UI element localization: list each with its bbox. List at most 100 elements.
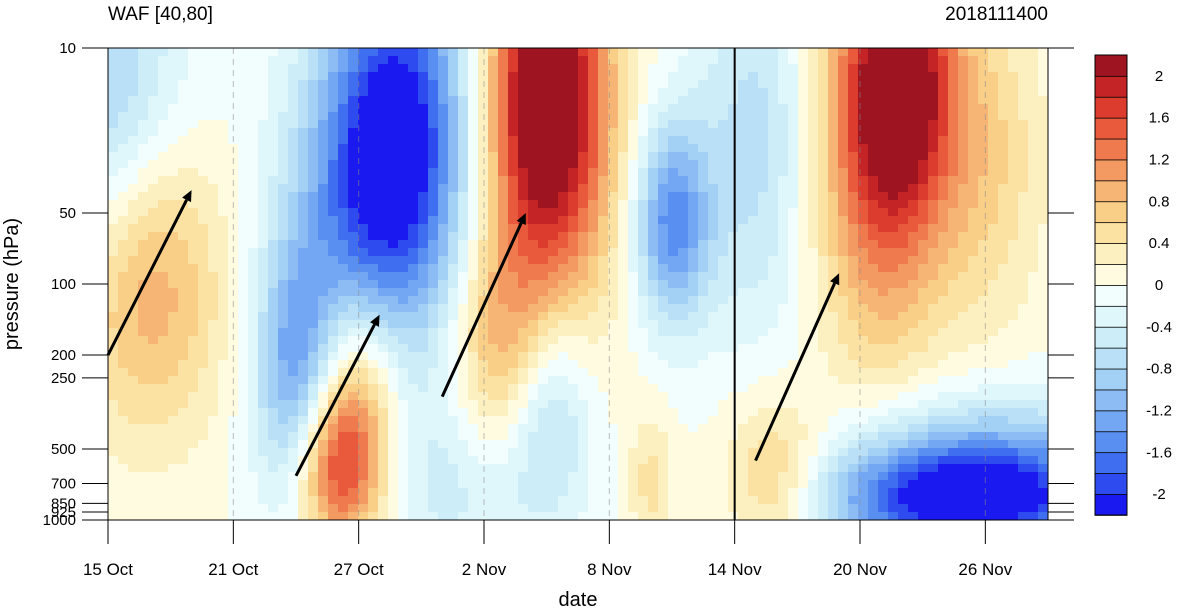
heat-cell xyxy=(638,64,649,73)
heat-cell xyxy=(658,216,669,225)
heat-cell xyxy=(908,312,919,321)
heat-cell xyxy=(888,264,899,273)
heat-cell xyxy=(588,488,599,497)
heat-cell xyxy=(888,64,899,73)
heat-cell xyxy=(418,464,429,473)
heat-cell xyxy=(208,408,219,417)
heat-cell xyxy=(398,160,409,169)
heat-cell xyxy=(198,200,209,209)
heat-cell xyxy=(438,96,449,105)
heat-cell xyxy=(748,216,759,225)
heat-cell xyxy=(358,56,369,65)
heat-cell xyxy=(878,64,889,73)
heat-cell xyxy=(508,408,519,417)
heat-cell xyxy=(698,304,709,313)
heat-cell xyxy=(688,112,699,121)
heat-cell xyxy=(448,288,459,297)
heat-cell xyxy=(938,456,949,465)
heat-cell xyxy=(698,344,709,353)
heat-cell xyxy=(288,320,299,329)
heat-cell xyxy=(168,312,179,321)
heat-cell xyxy=(328,232,339,241)
heat-cell xyxy=(278,256,289,265)
heat-cell xyxy=(168,208,179,217)
heat-cell xyxy=(828,320,839,329)
heat-cell xyxy=(888,136,899,145)
heat-cell xyxy=(518,496,529,505)
heat-cell xyxy=(198,216,209,225)
heat-cell xyxy=(458,168,469,177)
heat-cell xyxy=(708,88,719,97)
heat-cell xyxy=(208,312,219,321)
heat-cell xyxy=(248,64,259,73)
heat-cell xyxy=(318,160,329,169)
heat-cell xyxy=(168,160,179,169)
heat-cell xyxy=(248,512,259,520)
heat-cell xyxy=(558,184,569,193)
heat-cell xyxy=(178,352,189,361)
heat-cell xyxy=(248,136,259,145)
heat-cell xyxy=(638,360,649,369)
heat-cell xyxy=(838,424,849,433)
heat-cell xyxy=(858,408,869,417)
heat-cell xyxy=(138,472,149,481)
heat-cell xyxy=(878,216,889,225)
heat-cell xyxy=(948,104,959,113)
heat-cell xyxy=(798,120,809,129)
heat-cell xyxy=(678,48,689,57)
heat-cell xyxy=(848,384,859,393)
heat-cell xyxy=(808,104,819,113)
heat-cell xyxy=(198,392,209,401)
heat-cell xyxy=(898,392,909,401)
heat-cell xyxy=(288,160,299,169)
heat-cell xyxy=(838,232,849,241)
heat-cell xyxy=(448,120,459,129)
heat-cell xyxy=(878,488,889,497)
heat-cell xyxy=(698,408,709,417)
heat-cell xyxy=(188,344,199,353)
heat-cell xyxy=(928,176,939,185)
heat-cell xyxy=(888,112,899,121)
heat-cell xyxy=(488,400,499,409)
heat-cell xyxy=(458,104,469,113)
heat-cell xyxy=(248,224,259,233)
heat-cell xyxy=(558,104,569,113)
heat-cell xyxy=(168,136,179,145)
heat-cell xyxy=(338,288,349,297)
heat-cell xyxy=(218,184,229,193)
heat-cell xyxy=(778,408,789,417)
heat-cell xyxy=(538,192,549,201)
heat-cell xyxy=(118,88,129,97)
heat-cell xyxy=(548,512,559,520)
heat-cell xyxy=(738,88,749,97)
heat-cell xyxy=(288,512,299,520)
heat-cell xyxy=(828,48,839,57)
heat-cell xyxy=(308,160,319,169)
heat-cell xyxy=(768,328,779,337)
heat-cell xyxy=(468,184,479,193)
heat-cell xyxy=(378,216,389,225)
heat-cell xyxy=(238,192,249,201)
heat-cell xyxy=(208,360,219,369)
heat-cell xyxy=(248,456,259,465)
heat-cell xyxy=(848,280,859,289)
heat-cell xyxy=(248,320,259,329)
heat-cell xyxy=(928,248,939,257)
heat-cell xyxy=(288,360,299,369)
heat-cell xyxy=(728,392,739,401)
heat-cell xyxy=(498,104,509,113)
heat-cell xyxy=(148,216,159,225)
heat-cell xyxy=(918,136,929,145)
heat-cell xyxy=(508,144,519,153)
heat-cell xyxy=(648,272,659,281)
heat-cell xyxy=(308,104,319,113)
heat-cell xyxy=(308,416,319,425)
heat-cell xyxy=(558,88,569,97)
heat-cell xyxy=(488,152,499,161)
heat-cell xyxy=(688,104,699,113)
heat-cell xyxy=(908,440,919,449)
heat-cell xyxy=(438,400,449,409)
heat-cell xyxy=(248,264,259,273)
heat-cell xyxy=(728,504,739,513)
heat-cell xyxy=(208,352,219,361)
